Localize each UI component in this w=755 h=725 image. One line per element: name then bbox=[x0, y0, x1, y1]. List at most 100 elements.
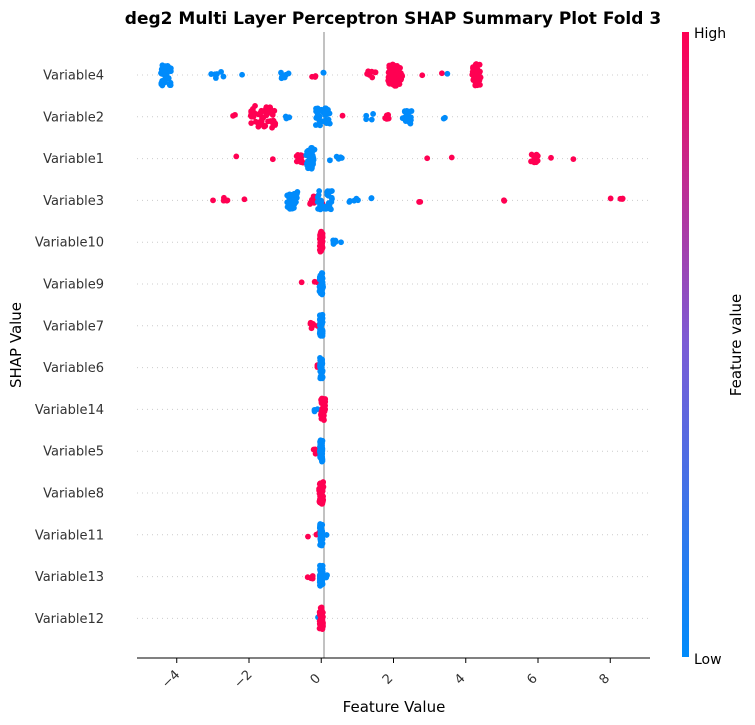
data-point bbox=[607, 195, 614, 202]
x-tick-label: −4 bbox=[159, 667, 183, 691]
data-point bbox=[230, 112, 236, 119]
data-point bbox=[531, 153, 538, 160]
feature-label: Variable8 bbox=[43, 487, 104, 502]
data-point bbox=[441, 114, 448, 121]
feature-label: Variable10 bbox=[35, 236, 104, 251]
data-point bbox=[310, 446, 317, 453]
data-point bbox=[317, 565, 324, 572]
data-point bbox=[284, 199, 291, 206]
data-point bbox=[439, 70, 445, 77]
data-point bbox=[291, 190, 298, 197]
data-point bbox=[309, 147, 315, 154]
colorbar-low-label: Low bbox=[694, 652, 722, 668]
data-point bbox=[317, 282, 324, 289]
data-point bbox=[318, 571, 324, 578]
data-point bbox=[317, 527, 324, 534]
data-point bbox=[327, 188, 333, 195]
feature-label: Variable1 bbox=[43, 152, 104, 167]
x-tick-label: 0 bbox=[308, 671, 324, 687]
data-point bbox=[317, 229, 324, 236]
data-point bbox=[473, 61, 480, 67]
data-point bbox=[398, 73, 404, 80]
data-point bbox=[319, 204, 326, 211]
data-point bbox=[285, 203, 291, 210]
data-point bbox=[401, 108, 408, 115]
x-tick-label: 2 bbox=[380, 671, 396, 687]
data-point bbox=[319, 319, 326, 326]
data-point bbox=[368, 195, 375, 201]
data-point bbox=[317, 498, 323, 505]
data-point bbox=[309, 160, 316, 167]
data-point bbox=[162, 70, 169, 77]
data-point bbox=[319, 580, 326, 587]
data-point bbox=[270, 118, 277, 124]
data-point bbox=[314, 194, 321, 201]
data-point bbox=[269, 124, 275, 131]
data-point bbox=[310, 320, 316, 327]
data-point bbox=[316, 108, 323, 115]
data-point bbox=[220, 73, 227, 80]
data-point bbox=[278, 69, 284, 76]
data-point bbox=[389, 61, 396, 68]
data-point bbox=[385, 115, 392, 122]
feature-labels: Variable4 Variable2 Variable1 Variable3 Vari… bbox=[35, 69, 104, 627]
data-point bbox=[424, 155, 431, 162]
data-point bbox=[305, 533, 311, 540]
data-point bbox=[338, 239, 344, 246]
feature-label: Variable4 bbox=[43, 69, 104, 84]
data-point bbox=[317, 605, 324, 611]
data-point bbox=[316, 625, 323, 632]
data-point bbox=[241, 196, 248, 203]
x-ticks: −4 −2 0 2 4 6 8 bbox=[159, 658, 613, 692]
data-point bbox=[212, 75, 219, 81]
data-point bbox=[317, 290, 324, 297]
data-point bbox=[317, 454, 324, 460]
data-point bbox=[363, 112, 370, 119]
data-point bbox=[407, 117, 414, 124]
data-point bbox=[316, 485, 323, 492]
data-point bbox=[318, 396, 324, 403]
data-point bbox=[322, 406, 328, 413]
colorbar-title: Feature value bbox=[727, 294, 745, 396]
data-point bbox=[248, 120, 255, 126]
feature-label: Variable13 bbox=[35, 570, 104, 585]
data-point bbox=[370, 111, 376, 117]
feature-label: Variable7 bbox=[43, 319, 104, 334]
y-axis-label: SHAP Value bbox=[7, 302, 25, 388]
data-point bbox=[317, 276, 324, 283]
data-point bbox=[323, 532, 330, 538]
data-point bbox=[307, 199, 314, 206]
data-point bbox=[233, 153, 240, 160]
feature-label: Variable12 bbox=[35, 612, 104, 627]
data-point bbox=[417, 198, 424, 205]
data-point bbox=[257, 120, 264, 127]
data-point bbox=[269, 112, 276, 118]
data-point bbox=[298, 279, 305, 286]
data-point bbox=[372, 69, 378, 76]
x-axis-label: Feature Value bbox=[343, 698, 446, 716]
data-point bbox=[292, 197, 298, 204]
data-point bbox=[368, 116, 375, 123]
data-point bbox=[285, 193, 292, 200]
data-point bbox=[223, 197, 230, 204]
data-point bbox=[291, 205, 297, 211]
data-point bbox=[318, 533, 325, 540]
data-point bbox=[390, 72, 397, 79]
data-point bbox=[309, 575, 316, 582]
data-point bbox=[317, 122, 323, 129]
data-point bbox=[397, 65, 403, 71]
data-points bbox=[158, 61, 626, 632]
data-point bbox=[389, 81, 396, 87]
data-point bbox=[548, 154, 554, 161]
data-point bbox=[321, 118, 328, 125]
data-point bbox=[304, 151, 311, 158]
data-point bbox=[323, 574, 330, 581]
data-point bbox=[570, 156, 577, 163]
feature-label: Variable6 bbox=[43, 361, 104, 376]
data-point bbox=[328, 206, 334, 213]
data-point bbox=[327, 157, 333, 164]
data-point bbox=[326, 120, 333, 127]
data-point bbox=[392, 66, 398, 73]
data-point bbox=[252, 118, 259, 125]
data-point bbox=[319, 437, 326, 444]
